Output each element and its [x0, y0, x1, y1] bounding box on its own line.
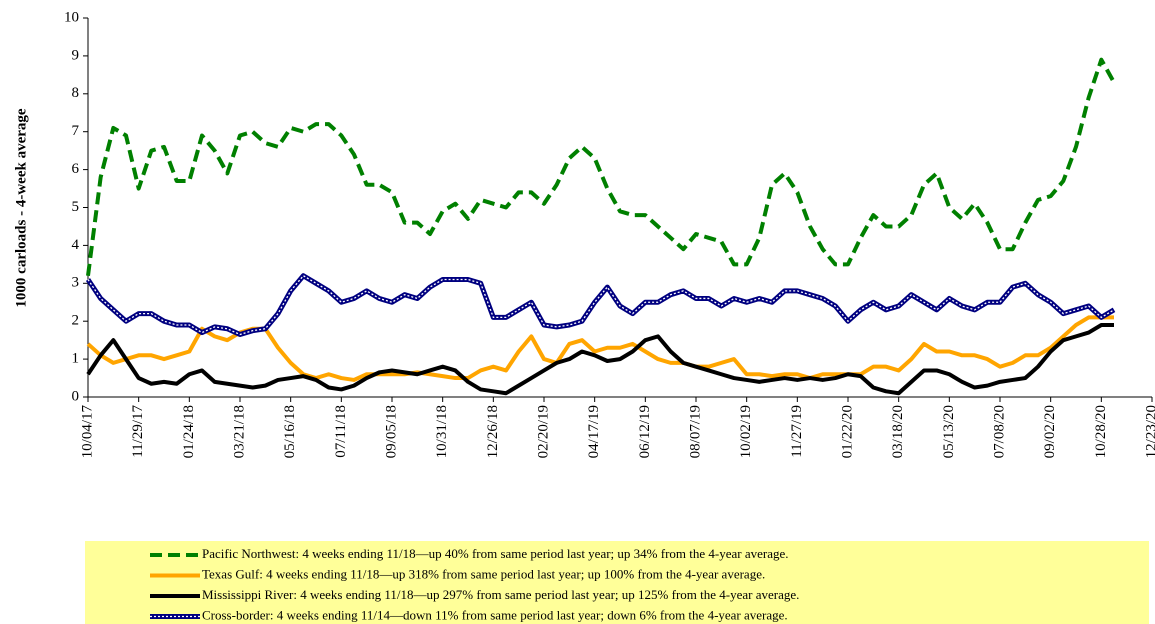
y-tick-label: 0 — [72, 388, 80, 404]
y-tick-label: 9 — [72, 47, 80, 63]
x-tick-label: 06/12/19 — [637, 405, 653, 458]
y-tick-label: 8 — [72, 85, 80, 101]
x-tick-label: 04/17/19 — [586, 405, 602, 458]
x-tick-label: 10/04/17 — [79, 405, 95, 459]
y-tick-label: 5 — [72, 199, 80, 215]
x-tick-label: 07/11/18 — [333, 405, 349, 458]
x-tick-label: 10/28/20 — [1093, 405, 1109, 458]
x-tick-label: 12/23/20 — [1143, 405, 1155, 458]
x-tick-label: 03/18/20 — [890, 405, 906, 458]
y-tick-label: 10 — [64, 9, 79, 25]
y-tick-label: 3 — [72, 275, 80, 291]
legend-text: Pacific Northwest: 4 weeks ending 11/18—… — [202, 546, 789, 561]
line-pattern — [87, 274, 1115, 336]
x-tick-label: 01/22/20 — [839, 405, 855, 458]
x-tick-label: 03/21/18 — [231, 405, 247, 458]
x-tick-label: 09/05/18 — [383, 405, 399, 458]
legend-text: Mississippi River: 4 weeks ending 11/18—… — [202, 587, 799, 602]
x-tick-label: 08/07/19 — [687, 405, 703, 458]
y-tick-label: 2 — [72, 313, 80, 329]
y-tick-label: 6 — [72, 161, 80, 177]
series-line — [86, 315, 1114, 382]
x-tick-label: 10/02/19 — [738, 405, 754, 458]
x-tick-label: 11/27/19 — [789, 405, 805, 458]
x-tick-label: 01/24/18 — [181, 405, 197, 458]
y-axis-title: 1000 carloads - 4-week average — [13, 108, 29, 307]
x-tick-label: 07/08/20 — [991, 405, 1007, 458]
legend-text: Cross-border: 4 weeks ending 11/14—down … — [202, 607, 788, 622]
y-tick-label: 4 — [72, 237, 80, 253]
x-tick-label: 11/29/17 — [130, 405, 146, 458]
series-line — [86, 322, 1114, 396]
series-line — [86, 57, 1116, 276]
legend-text: Texas Gulf: 4 weeks ending 11/18—up 318%… — [202, 566, 765, 581]
y-tick-label: 7 — [72, 123, 80, 139]
x-tick-label: 12/26/18 — [485, 405, 501, 458]
x-tick-label: 10/31/18 — [434, 405, 450, 458]
x-tick-label: 05/13/20 — [941, 405, 957, 458]
legend-box — [85, 541, 1149, 624]
x-tick-label: 09/02/20 — [1042, 405, 1058, 458]
y-tick-label: 1 — [72, 351, 80, 367]
x-tick-label: 02/20/19 — [535, 405, 551, 458]
x-tick-label: 05/16/18 — [282, 405, 298, 458]
